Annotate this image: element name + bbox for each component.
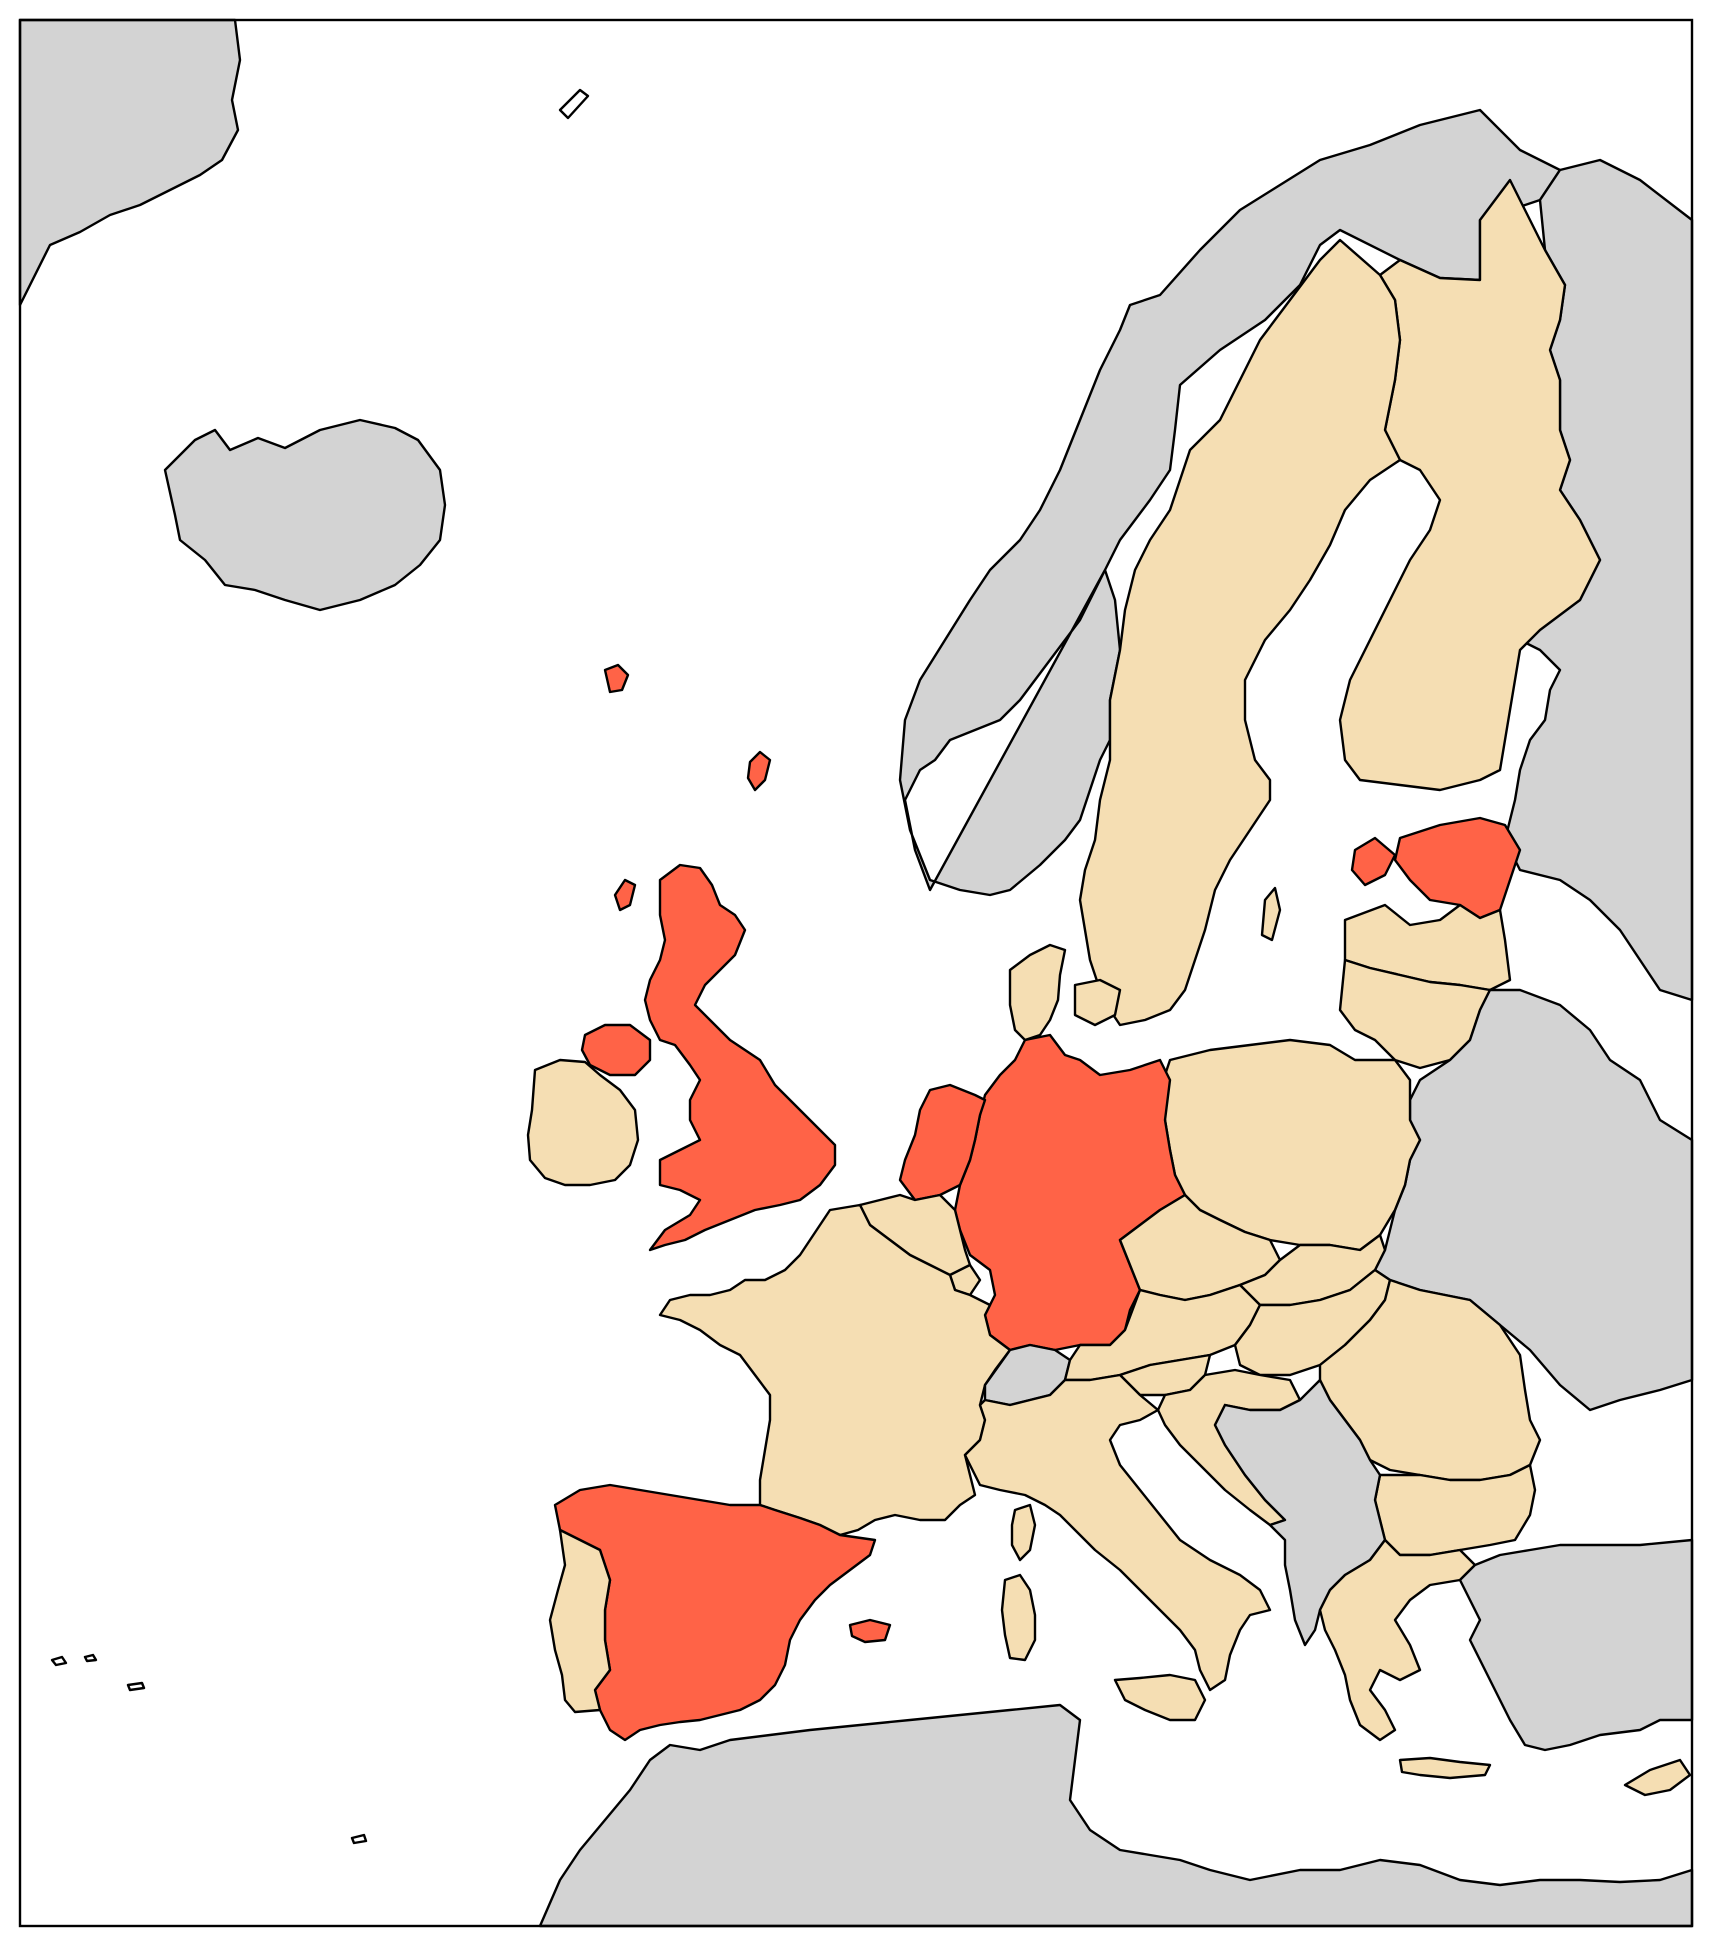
region-faroes[interactable] xyxy=(603,663,630,694)
region-ireland[interactable] xyxy=(526,1058,640,1187)
region-great-britain[interactable] xyxy=(643,863,837,1252)
island-outline-azores xyxy=(50,1655,68,1667)
region-portugal[interactable] xyxy=(548,1528,612,1714)
region-sweden[interactable] xyxy=(1078,238,1402,1027)
region-northern-ireland[interactable] xyxy=(580,1023,652,1077)
region-denmark-islands[interactable] xyxy=(1073,978,1122,1027)
region-italy[interactable] xyxy=(963,1373,1272,1692)
region-cyprus[interactable] xyxy=(1623,1758,1692,1797)
region-gotland[interactable] xyxy=(1260,886,1282,942)
region-denmark[interactable] xyxy=(1008,943,1067,1042)
region-north-africa[interactable] xyxy=(538,1703,1694,1928)
region-netherlands[interactable] xyxy=(898,1083,987,1202)
island-outline-jan-mayen xyxy=(558,88,590,120)
region-estonia-islands[interactable] xyxy=(1350,836,1397,887)
region-norway[interactable] xyxy=(898,108,1562,897)
region-balearics[interactable] xyxy=(848,1618,892,1644)
region-crete[interactable] xyxy=(1398,1756,1492,1780)
map-border xyxy=(18,18,1694,1928)
region-greenland[interactable] xyxy=(18,18,242,307)
region-turkey[interactable] xyxy=(1458,1538,1694,1752)
region-sicily[interactable] xyxy=(1113,1673,1207,1722)
region-finland[interactable] xyxy=(1338,178,1602,792)
region-hebrides[interactable] xyxy=(613,878,637,912)
region-greece[interactable] xyxy=(1318,1538,1477,1742)
island-outline-canary xyxy=(350,1833,368,1845)
island-outline-azores-2 xyxy=(83,1653,98,1663)
region-shetland[interactable] xyxy=(746,750,772,792)
region-sardinia[interactable] xyxy=(1000,1573,1037,1662)
region-iceland[interactable] xyxy=(163,418,447,612)
island-outline-madeira xyxy=(126,1681,146,1692)
region-france[interactable] xyxy=(658,1203,1012,1537)
region-corsica[interactable] xyxy=(1010,1503,1037,1562)
